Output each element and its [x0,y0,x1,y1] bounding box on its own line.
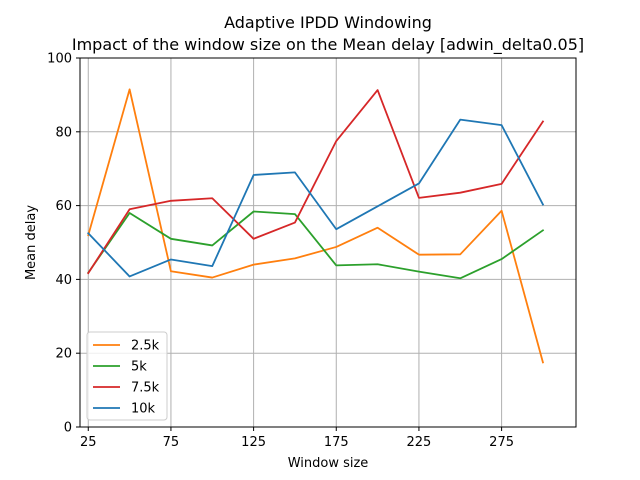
x-axis-label: Window size [288,456,369,471]
legend-label-2.5k: 2.5k [131,339,160,354]
legend-box [86,331,168,421]
y-tick-label: 0 [64,421,72,436]
y-tick-label: 100 [47,52,72,67]
y-tick-label: 20 [55,347,72,362]
series-line-5k [87,210,545,280]
plot-frame [79,57,577,428]
y-axis-label: Mean delay [24,205,39,280]
y-tick-label: 80 [55,125,72,140]
x-tick-label: 125 [241,435,266,450]
legend-label-7.5k: 7.5k [131,381,160,396]
x-tick-label: 25 [80,435,97,450]
legend-label-10k: 10k [131,402,156,417]
y-tick-label: 40 [55,273,72,288]
series-layer [86,88,545,364]
chart-subtitle: Impact of the window size on the Mean de… [72,35,584,55]
series-line-2.5k [87,88,545,364]
x-tick-label: 275 [489,435,514,450]
chart-title: Adaptive IPDD Windowing [224,13,432,32]
x-tick-label: 225 [407,435,432,450]
legend: 2.5k 5k 7.5k 10k [86,331,168,421]
series-line-10k [86,118,545,278]
ticks-layer: 25 75 125 175 225 275 0 20 40 60 80 100 [47,52,514,451]
x-tick-label: 175 [324,435,349,450]
legend-label-5k: 5k [131,360,147,375]
series-line-7.5k [87,89,545,275]
x-tick-label: 75 [163,435,180,450]
y-tick-label: 60 [55,199,72,214]
